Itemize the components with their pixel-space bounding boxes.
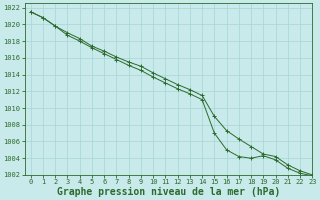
X-axis label: Graphe pression niveau de la mer (hPa): Graphe pression niveau de la mer (hPa) [57, 186, 280, 197]
